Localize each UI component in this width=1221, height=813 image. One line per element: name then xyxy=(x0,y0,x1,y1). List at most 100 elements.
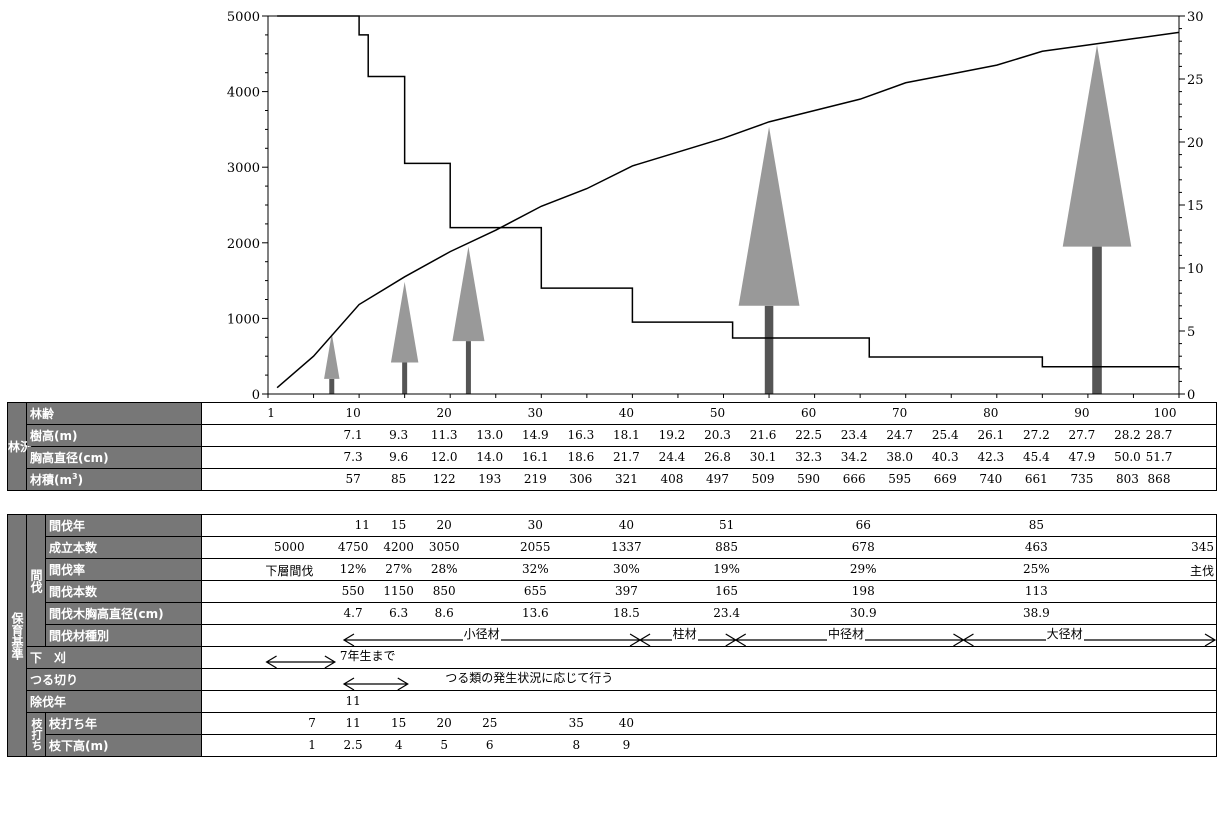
rate-value: 12% xyxy=(339,562,367,576)
left-tick-label: 4000 xyxy=(227,86,260,101)
thin-count-value: 113 xyxy=(1024,584,1048,598)
class-pillar: 柱材 xyxy=(671,625,698,642)
stand-value: 885 xyxy=(715,540,739,554)
rinkyo-value: 20.3 xyxy=(704,428,731,442)
rinkyo-value: 19.2 xyxy=(658,428,686,442)
thin-dbh-label: 間伐木胸高直径(cm) xyxy=(45,602,202,625)
tree-trunk xyxy=(402,362,408,394)
stand-count-line xyxy=(277,15,1180,368)
thin-dbh-value: 4.7 xyxy=(343,606,363,620)
rinkyo-value: 666 xyxy=(842,472,866,486)
edashita-value: 2.5 xyxy=(343,738,363,752)
jobatsu-row: 除伐年 11 xyxy=(8,690,1217,713)
rinkyo-value: 735 xyxy=(1070,472,1094,486)
edashita-label: 枝下高(m) xyxy=(45,734,202,757)
rate-value: 29% xyxy=(849,562,877,576)
rinkyo-value: 42.3 xyxy=(977,450,1005,464)
rate-value: 25% xyxy=(1023,562,1050,576)
tree-trunk xyxy=(329,378,335,394)
stand-label: 成立本数 xyxy=(45,536,202,559)
edashita-value: 9 xyxy=(622,738,631,752)
age-label: 林齢 xyxy=(26,402,202,425)
edauchi-year-values: 7 11 15 20 25 35 40 xyxy=(201,712,1217,735)
tsuru-note: つる類の発生状況に応じて行う xyxy=(444,669,615,686)
edashita-row: 枝下高(m) 1 2.5 4 5 6 8 9 xyxy=(8,734,1217,757)
thin-year-row: 保育基準 間伐 間伐年 11 15 20 30 40 51 66 85 xyxy=(7,514,1217,757)
age-tick: 30 xyxy=(527,406,543,420)
thin-year-value: 15 xyxy=(391,518,407,532)
rinkyo-value: 50.0 xyxy=(1114,450,1141,464)
stand-value: 1337 xyxy=(611,540,642,554)
thin-year-value: 20 xyxy=(436,518,452,532)
kanbatsu-group-label: 間伐 xyxy=(26,514,46,647)
age-tick: 40 xyxy=(618,406,635,420)
rinkyo-value: 7.1 xyxy=(343,428,363,442)
rinkyo-value: 18.1 xyxy=(613,428,640,442)
rinkyo-value: 21.6 xyxy=(749,428,777,442)
thin-count-value: 655 xyxy=(523,584,547,598)
rate-values: 下層間伐 12% 27% 28% 32% 30% 19% 29% 25% 主伐 xyxy=(201,558,1217,581)
rinkyo-value: 590 xyxy=(797,472,821,486)
right-tick-label: 30 xyxy=(1187,10,1204,25)
edauchi-year-value: 20 xyxy=(436,716,452,730)
rinkyo-value: 13.0 xyxy=(476,428,504,442)
rinkyo-value: 11.3 xyxy=(430,428,458,442)
rate-value: 30% xyxy=(613,562,640,576)
left-tick-label: 1000 xyxy=(227,312,260,327)
right-tick-label: 10 xyxy=(1187,262,1204,277)
age-tick: 70 xyxy=(892,406,908,420)
tsuru-values: つる類の発生状況に応じて行う xyxy=(201,668,1217,691)
thin-dbh-value: 30.9 xyxy=(849,606,877,620)
rinkyo-value: 23.4 xyxy=(840,428,868,442)
rinkyo-value: 26.8 xyxy=(704,450,731,464)
rinkyo-value: 25.4 xyxy=(931,428,959,442)
rinkyo-value: 28.7 xyxy=(1145,428,1173,442)
double-arrows xyxy=(342,633,1217,647)
class-medium: 中径材 xyxy=(827,625,866,642)
rinkyo-value: 14.9 xyxy=(521,428,549,442)
thin-dbh-value: 23.4 xyxy=(713,606,740,620)
thin-dbh-value: 6.3 xyxy=(389,606,409,620)
age-tick: 20 xyxy=(436,406,452,420)
rinkyo-value: 30.1 xyxy=(749,450,777,464)
rinkyo-value: 321 xyxy=(614,472,638,486)
thin-year-value: 51 xyxy=(718,518,735,532)
right-tick-label: 15 xyxy=(1187,199,1204,214)
rinkyo-value: 669 xyxy=(933,472,957,486)
edauchi-year-label: 枝打ち年 xyxy=(45,712,202,735)
thin-dbh-row: 間伐木胸高直径(cm) 4.7 6.3 8.6 13.6 18.5 23.4 30.9 38.… xyxy=(8,602,1217,625)
rinkyo-value: 24.4 xyxy=(658,450,686,464)
tree-crown xyxy=(738,126,800,306)
timber-type-values: 小径材 柱材 中径材 大径材 xyxy=(201,624,1217,647)
age-tick: 10 xyxy=(345,406,361,420)
class-large: 大径材 xyxy=(1045,625,1084,642)
rinkyo-value: 497 xyxy=(706,472,729,486)
right-tick-label: 5 xyxy=(1187,325,1195,340)
shitagari-row: 下 刈 7年生まで xyxy=(8,646,1217,669)
jobatsu-value: 11 xyxy=(345,694,361,708)
thin-year-values: 11 15 20 30 40 51 66 85 xyxy=(201,514,1217,537)
tsuru-label: つる切り xyxy=(26,668,202,691)
right-tick-label: 20 xyxy=(1187,136,1204,151)
edashita-value: 4 xyxy=(394,738,403,752)
rate-value: 19% xyxy=(713,562,740,576)
tree-trunk xyxy=(1092,246,1102,394)
rinkyo-value: 28.2 xyxy=(1114,428,1141,442)
rinkyo-value: 16.3 xyxy=(567,428,595,442)
jobatsu-label: 除伐年 xyxy=(26,690,202,713)
rate-label: 間伐率 xyxy=(45,558,202,581)
right-tick-label: 25 xyxy=(1187,73,1204,88)
tree-trunk xyxy=(465,341,471,394)
timber-type-label: 間伐材種別 xyxy=(45,624,202,647)
height-row: 樹高(m) 7.1 9.3 11.3 13.0 14.9 16.3 18.1 19.2 20.3… xyxy=(8,424,1217,447)
rate-value: 27% xyxy=(385,562,412,576)
thin-count-value: 550 xyxy=(341,584,365,598)
rinkyo-value: 45.4 xyxy=(1022,450,1050,464)
jobatsu-values: 11 xyxy=(201,690,1217,713)
double-arrow xyxy=(962,633,1217,647)
rinkyo-value: 57 xyxy=(345,472,361,486)
edauchi-year-value: 25 xyxy=(482,716,498,730)
rate-value: 下層間伐 xyxy=(265,564,314,578)
thin-year-value: 30 xyxy=(527,518,543,532)
volume-label: 材積(m3) xyxy=(26,468,202,491)
